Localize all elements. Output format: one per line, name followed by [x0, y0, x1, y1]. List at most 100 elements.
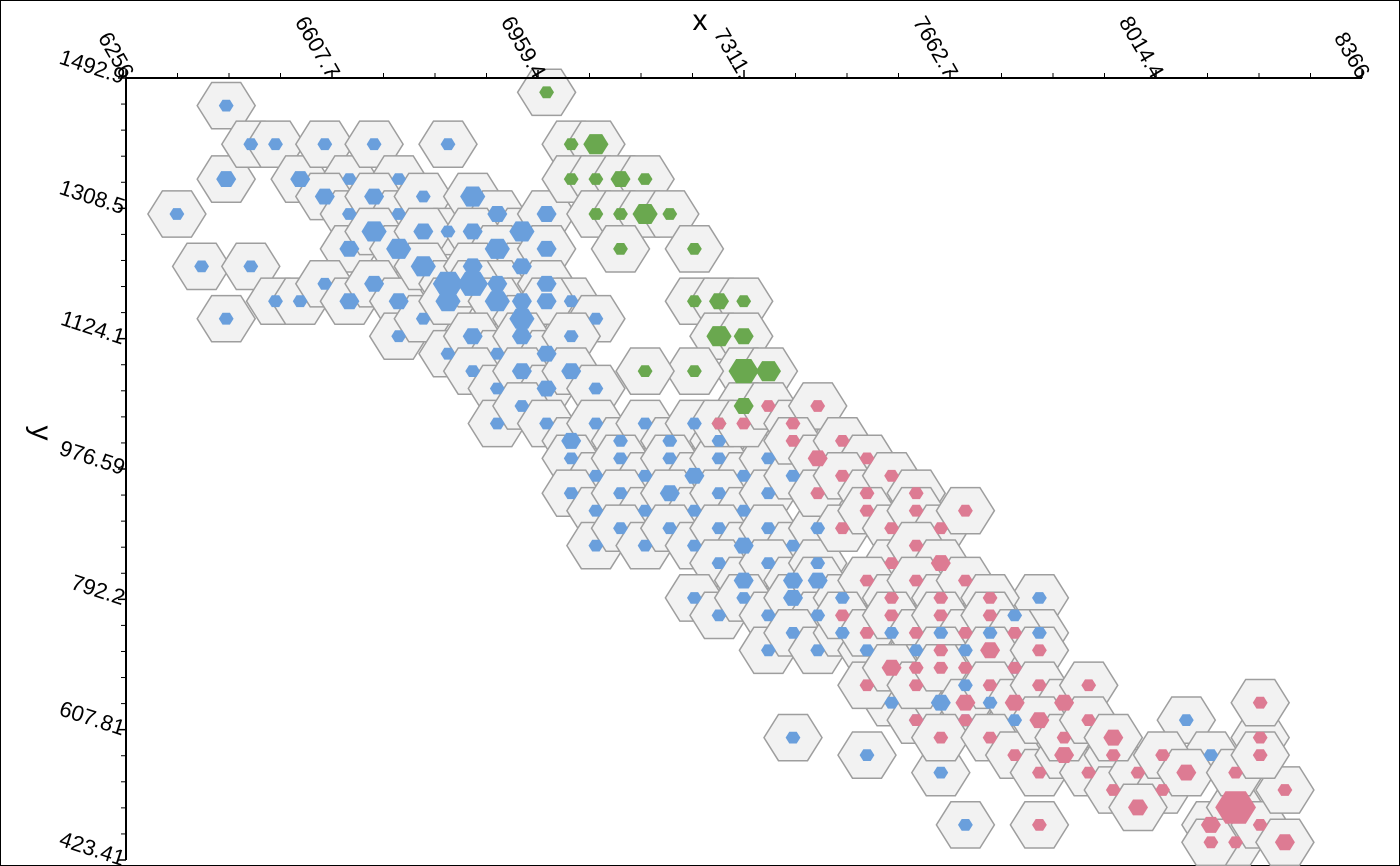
red-hex-marker: [1252, 819, 1268, 831]
blue-hex-marker: [761, 557, 776, 569]
blue-hex-marker: [563, 295, 579, 308]
blue-hex-marker: [462, 328, 483, 345]
red-hex-marker: [1032, 819, 1047, 831]
blue-hex-marker: [317, 277, 333, 290]
red-hex-marker: [835, 435, 850, 447]
blue-hex-marker: [736, 504, 752, 517]
red-hex-marker: [1155, 784, 1170, 796]
blue-hex-marker: [711, 557, 727, 569]
blue-hex-marker: [1007, 609, 1023, 622]
blue-hex-marker: [268, 295, 283, 308]
green-hex-marker: [632, 204, 658, 224]
red-hex-marker: [1081, 766, 1097, 779]
blue-hex-marker: [440, 225, 456, 238]
red-hex-marker: [807, 450, 828, 467]
blue-hex-marker: [783, 590, 803, 606]
blue-hex-marker: [637, 539, 653, 552]
blue-hex-marker: [563, 452, 579, 465]
blue-hex-marker: [243, 138, 259, 151]
blue-hex-marker: [859, 644, 875, 657]
blue-hex-marker: [810, 609, 826, 622]
red-hex-marker: [1274, 834, 1295, 851]
green-hex-marker: [613, 208, 628, 220]
y-ticks: 1492.91308.51124.1976.59792.2607.81423.4…: [56, 44, 128, 866]
x-tick-label: 7311.: [709, 24, 757, 83]
red-hex-marker: [1081, 714, 1097, 726]
blue-hex-marker: [415, 190, 431, 203]
blue-hex-marker: [761, 609, 776, 622]
green-hex-marker: [687, 295, 702, 308]
blue-hex-marker: [1007, 714, 1023, 726]
blue-hex-marker: [785, 469, 801, 482]
blue-hex-marker: [292, 295, 308, 308]
red-hex-marker: [1155, 749, 1170, 761]
blue-hex-marker: [462, 223, 483, 240]
green-hex-marker: [637, 173, 653, 185]
blue-hex-marker: [432, 271, 464, 296]
red-hex-marker: [884, 609, 899, 622]
blue-hex-marker: [218, 312, 234, 325]
blue-hex-marker: [810, 522, 826, 535]
blue-hex-marker: [364, 275, 385, 292]
x-tick-label: 8014.4: [1114, 12, 1169, 83]
blue-hex-marker: [539, 417, 554, 430]
blue-hex-marker: [536, 380, 557, 397]
green-hex-marker: [610, 171, 631, 187]
red-hex-marker: [859, 679, 875, 692]
y-tick-label: 792.2: [68, 569, 128, 610]
blue-hex-marker: [761, 452, 776, 465]
red-hex-marker: [1054, 747, 1075, 763]
green-hex-marker: [709, 293, 729, 310]
blue-hex-marker: [268, 138, 283, 151]
blue-hex-marker: [884, 696, 899, 709]
blue-hex-marker: [711, 609, 727, 622]
red-hex-marker: [884, 469, 899, 482]
blue-hex-marker: [588, 312, 604, 325]
blue-hex-marker: [659, 485, 680, 502]
blue-hex-marker: [733, 537, 754, 554]
blue-hex-marker: [484, 238, 510, 259]
red-hex-marker: [1200, 816, 1221, 833]
blue-hex-marker: [563, 330, 579, 343]
green-hex-marker: [563, 138, 579, 151]
x-ticks: 6256 6607.7 6959.4 7311. 7662.7 8014.4 8366: [93, 12, 1375, 83]
blue-hex-marker: [588, 504, 604, 517]
blue-hex-marker: [884, 627, 899, 639]
red-hex-marker: [1004, 694, 1025, 711]
blue-hex-marker: [662, 452, 678, 465]
blue-hex-marker: [588, 539, 604, 552]
green-hex-marker: [539, 86, 554, 99]
blue-hex-marker: [511, 258, 532, 275]
blue-hex-marker: [511, 363, 532, 380]
red-hex-marker: [1007, 661, 1023, 674]
red-hex-marker: [835, 609, 850, 622]
red-hex-marker: [711, 417, 727, 430]
blue-hex-marker: [415, 312, 431, 325]
x-tick-label: 6607.7: [290, 12, 345, 83]
blue-hex-marker: [687, 592, 702, 604]
blue-hex-marker: [859, 749, 875, 761]
red-hex-marker: [859, 452, 875, 465]
blue-hex-marker: [413, 223, 434, 240]
blue-hex-marker: [807, 572, 828, 589]
green-hex-marker: [733, 328, 754, 345]
blue-hex-marker: [339, 293, 360, 310]
blue-hex-marker: [440, 347, 456, 360]
red-hex-marker: [810, 400, 826, 412]
blue-hex-marker: [386, 238, 412, 259]
blue-hex-marker: [489, 382, 505, 395]
green-hex-marker: [637, 365, 653, 377]
red-hex-marker: [1029, 712, 1050, 729]
blue-hex-marker: [169, 208, 185, 220]
blue-hex-marker: [613, 522, 628, 535]
red-hex-marker: [1032, 766, 1047, 779]
x-axis-title: x: [693, 4, 708, 37]
blue-hex-marker: [509, 308, 535, 329]
green-hex-marker: [583, 134, 609, 155]
green-hex-marker: [687, 243, 702, 255]
x-tick-label: 6959.4: [496, 12, 551, 83]
red-hex-marker: [1056, 731, 1072, 744]
green-hex-marker: [728, 359, 759, 384]
x-tick-label: 7662.7: [908, 12, 963, 83]
blue-hex-marker: [290, 171, 311, 187]
